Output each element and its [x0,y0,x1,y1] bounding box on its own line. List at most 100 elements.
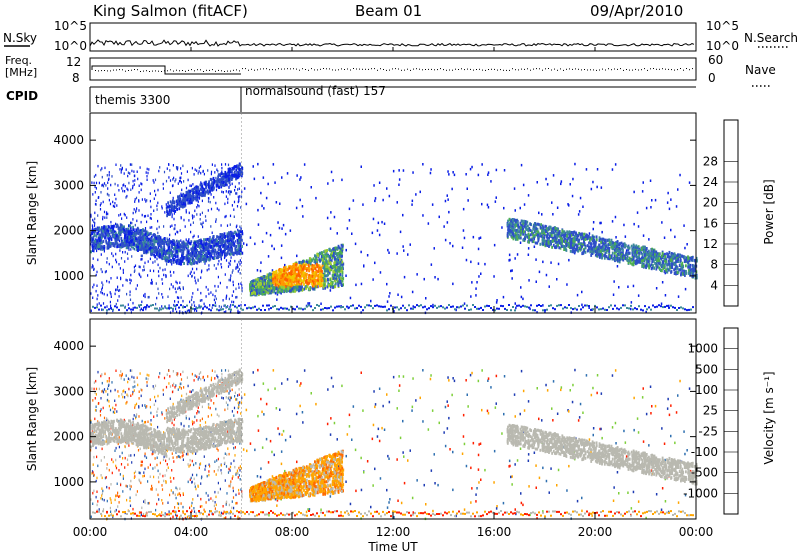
data-cell [94,212,95,215]
data-cell [180,229,181,232]
data-cell [570,183,572,186]
data-cell [229,167,231,170]
data-cell [274,276,276,279]
data-cell [124,235,126,238]
data-cell [553,174,555,177]
data-cell [138,199,139,202]
data-cell [258,285,260,288]
freq-dot [434,69,435,70]
data-cell [551,201,553,204]
freq-dot [629,70,630,71]
freq-dot [188,70,189,71]
data-cell [329,257,331,260]
data-cell [289,290,291,293]
data-cell [237,239,239,242]
data-cell [350,297,352,300]
data-cell [448,173,450,176]
data-cell [172,213,173,216]
data-cell [134,271,135,274]
data-cell [217,255,219,258]
freq-dot [176,70,177,71]
data-cell [107,234,109,237]
data-cell [194,173,195,176]
freq-dot [299,70,300,71]
data-cell [373,218,375,221]
data-cell [422,163,424,166]
freq-dot [668,69,669,70]
freq-dot [689,69,690,70]
data-cell [102,284,103,287]
data-cell [298,281,300,284]
nsky-frame [90,23,696,51]
data-cell [296,207,298,210]
data-cell [208,197,209,200]
data-cell [215,220,216,223]
freq-dot [410,70,411,71]
data-cell [141,221,142,224]
data-cell [175,247,177,250]
data-cell [252,284,254,287]
data-cell [216,218,217,221]
data-cell [229,193,230,196]
data-cell [215,177,216,180]
data-cell [267,183,269,186]
data-cell [315,279,317,282]
data-cell [274,248,276,251]
freq-dot [590,69,591,70]
data-cell [212,294,213,297]
data-cell [572,178,574,181]
cpid-mode-2: normalsound (fast) 157 [245,84,386,98]
data-cell [228,265,229,268]
data-cell [156,258,157,261]
freq-dot [278,68,279,69]
data-cell [186,255,188,258]
data-cell [225,239,227,242]
freq-dot [236,69,237,70]
data-cell [113,235,115,238]
data-cell [148,248,150,251]
data-cell [178,259,180,262]
data-cell [126,168,127,171]
data-cell [148,260,149,263]
data-cell [297,285,299,288]
data-cell [179,282,180,285]
data-cell [372,278,374,281]
data-cell [127,253,128,256]
data-cell [213,188,215,191]
freq-dot [422,69,423,70]
data-cell [136,232,138,235]
data-cell [193,221,194,224]
data-cell [319,272,321,275]
data-cell [389,292,391,295]
data-cell [281,244,283,247]
nsky-strip: N.Sky 10^5 10^0 10^5 10^0 N.Search [3,19,798,53]
data-cell [184,194,186,197]
freq-dot [308,70,309,71]
data-cell [133,228,135,231]
data-cell [109,263,110,266]
freq-dot [383,69,384,70]
data-cell [119,295,120,298]
data-cell [229,306,230,309]
data-cell [155,303,156,306]
data-cell [165,274,166,277]
data-cell [110,221,111,224]
data-cell [164,211,165,214]
data-cell [277,221,279,224]
data-cell [305,276,307,279]
data-cell [101,184,102,187]
freq-dot [209,70,210,71]
data-cell [228,170,230,173]
data-cell [279,227,281,230]
data-cell [235,192,236,195]
data-cell [577,294,579,297]
data-cell [191,262,193,265]
data-cell [176,261,178,264]
data-cell [237,266,238,269]
data-cell [314,267,316,270]
freq-dot [395,68,396,69]
data-cell [107,187,108,190]
data-cell [467,199,469,202]
data-cell [150,270,151,273]
data-cell [202,170,203,173]
